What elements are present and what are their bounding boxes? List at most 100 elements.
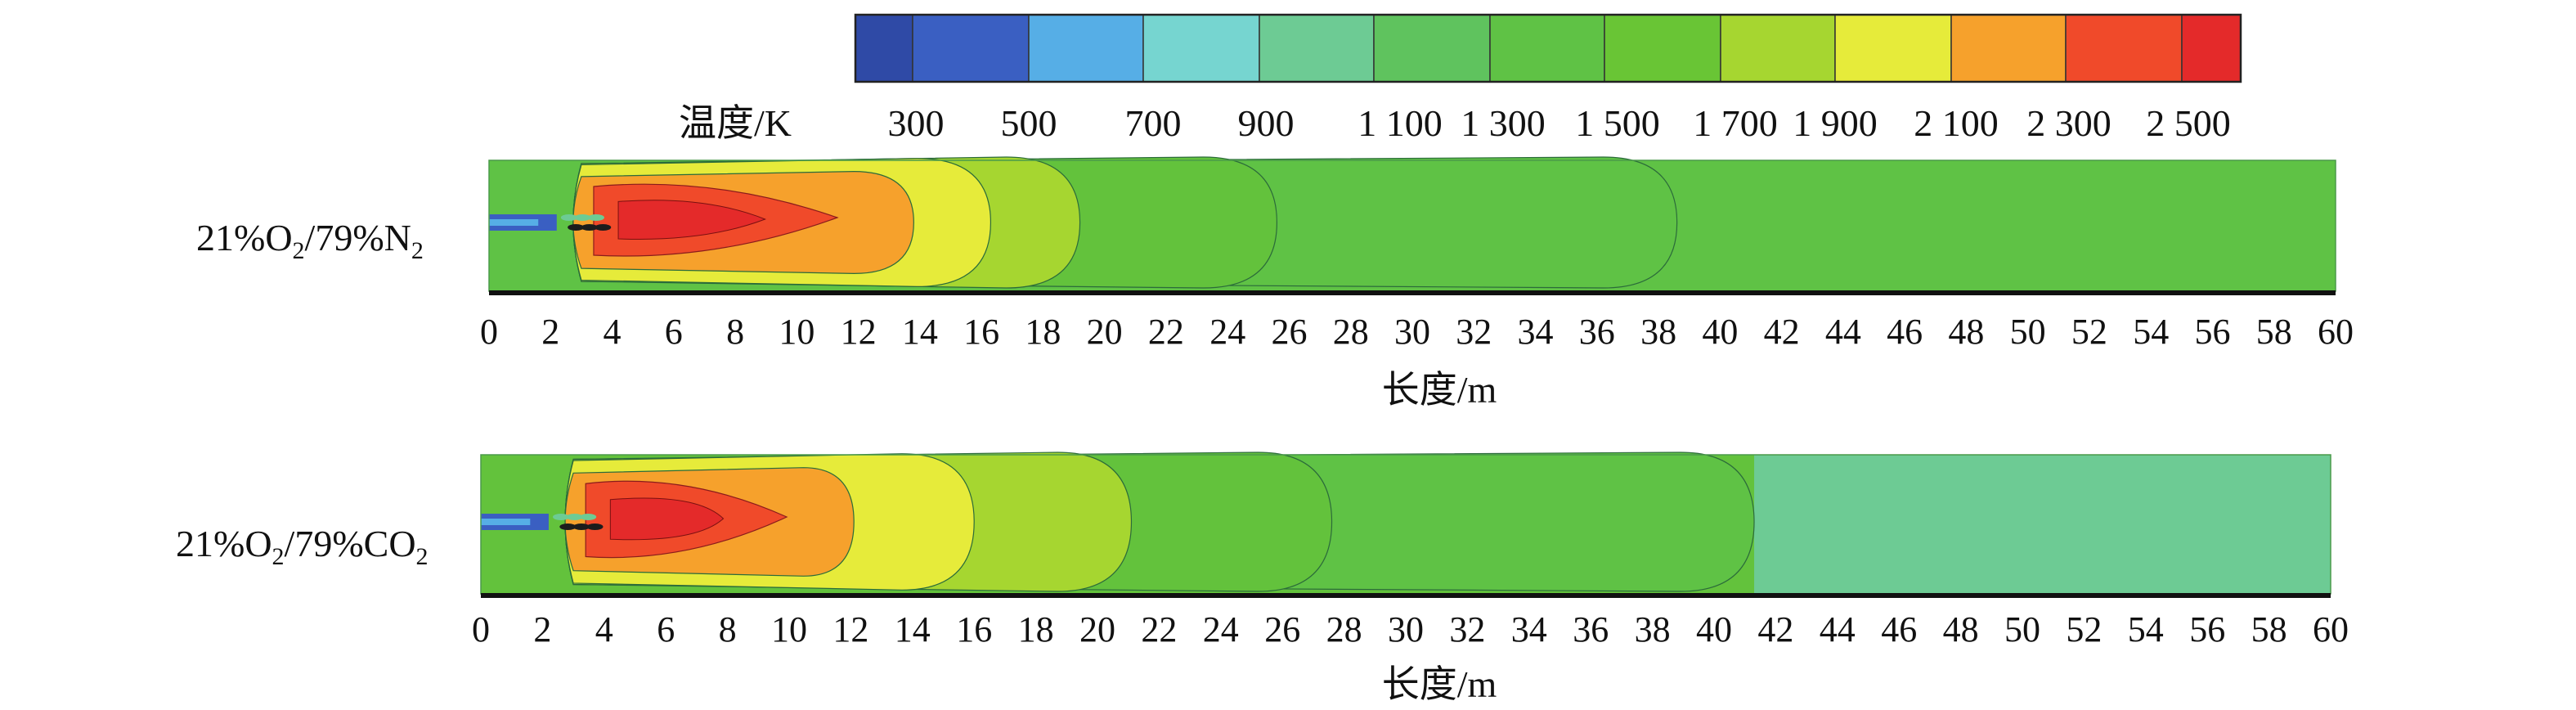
colorbar-segment <box>1489 14 1605 83</box>
x-tick-labels-co2: 0 2 4 6 8 10 12 14 16 18 20 22 24 26 28 30 32 34 36 38 40 42 4… <box>472 609 2349 649</box>
colorbar-tick-label: 2 500 <box>2146 102 2231 144</box>
x-tick-label: 36 <box>1579 312 1615 352</box>
x-tick-label: 4 <box>604 312 622 352</box>
x-axis-label-n2: 长度/m <box>1382 369 1497 411</box>
colorbar-segment <box>1834 14 1952 83</box>
x-tick-label: 58 <box>2256 312 2292 352</box>
colorbar-tick-label: 500 <box>1001 102 1057 144</box>
x-tick-label: 26 <box>1271 312 1307 352</box>
colorbar-segment <box>855 14 913 83</box>
x-tick-label: 48 <box>1943 609 1979 649</box>
colorbar-segment <box>1720 14 1836 83</box>
x-tick-label: 50 <box>2010 312 2046 352</box>
ignition-zone-contour <box>574 214 591 221</box>
x-tick-label: 0 <box>472 609 490 649</box>
jet-core <box>489 219 539 226</box>
contour-panel-co2: 0 2 4 6 8 10 12 14 16 18 20 22 24 26 28 30 32 34 36 38 40 42 4… <box>176 452 2349 705</box>
x-tick-label: 32 <box>1449 609 1485 649</box>
ignition-zone-contour <box>566 514 583 520</box>
x-tick-label: 28 <box>1333 312 1369 352</box>
ignition-zone-contour <box>595 224 612 231</box>
ignition-zone-contour <box>572 524 590 530</box>
jet-core <box>481 519 531 525</box>
x-tick-label: 44 <box>1825 312 1861 352</box>
x-tick-label: 60 <box>2318 312 2354 352</box>
x-tick-label: 12 <box>832 609 868 649</box>
colorbar-tick-label: 900 <box>1238 102 1295 144</box>
x-tick-label: 34 <box>1518 312 1554 352</box>
colorbar-segment <box>1604 14 1721 83</box>
x-tick-label: 56 <box>2189 609 2225 649</box>
x-tick-label: 12 <box>841 312 877 352</box>
x-tick-label: 16 <box>963 312 999 352</box>
colorbar-tick-label: 700 <box>1125 102 1182 144</box>
x-tick-label: 2 <box>541 312 559 352</box>
x-tick-label: 54 <box>2133 312 2169 352</box>
ignition-zone-contour <box>568 224 585 231</box>
x-tick-label: 18 <box>1025 312 1061 352</box>
colorbar-tick-label: 2 300 <box>2026 102 2112 144</box>
x-tick-label: 40 <box>1696 609 1732 649</box>
colorbar-segment <box>2065 14 2183 83</box>
x-tick-label: 46 <box>1887 312 1923 352</box>
colorbar-segment <box>1142 14 1260 83</box>
temperature-field-n2 <box>488 156 2336 295</box>
x-tick-label: 18 <box>1018 609 1054 649</box>
colorbar-tick-label: 2 100 <box>1914 102 1999 144</box>
cool-far-field-region <box>1754 455 2331 594</box>
x-tick-label: 58 <box>2251 609 2287 649</box>
x-tick-label: 30 <box>1388 609 1424 649</box>
x-tick-label: 42 <box>1764 312 1800 352</box>
temperature-field-co2 <box>480 452 2331 598</box>
x-tick-label: 8 <box>719 609 737 649</box>
colorbar-segment <box>1950 14 2067 83</box>
peak-temperature-region <box>617 200 766 240</box>
x-tick-label: 6 <box>657 609 675 649</box>
colorbar-tick-labels: 300 500 700 900 1 100 1 300 1 500 1 700 1 900 2 1… <box>888 102 2231 144</box>
x-tick-label: 26 <box>1264 609 1300 649</box>
ignition-zone-contour <box>581 224 598 231</box>
colorbar-frame <box>854 13 2242 83</box>
x-tick-label: 22 <box>1141 609 1177 649</box>
colorbar-segment <box>1259 14 1375 83</box>
x-tick-label: 24 <box>1203 609 1239 649</box>
peak-temperature-region <box>609 497 725 541</box>
colorbar-segment <box>1373 14 1491 83</box>
x-tick-label: 14 <box>902 312 938 352</box>
x-tick-label: 20 <box>1087 312 1123 352</box>
x-tick-labels-n2: 0 2 4 6 8 10 12 14 16 18 20 22 24 26 28 30 32 34 36 38 40 42 4… <box>480 312 2354 352</box>
x-tick-label: 24 <box>1209 312 1245 352</box>
case-label-co2: 21%O2/79%CO2 <box>176 523 429 570</box>
x-tick-label: 0 <box>480 312 498 352</box>
x-tick-label: 42 <box>1757 609 1793 649</box>
x-tick-label: 46 <box>1881 609 1917 649</box>
ignition-zone-contour <box>587 214 604 221</box>
x-tick-label: 50 <box>2004 609 2040 649</box>
colorbar-label: 温度/K <box>679 102 792 144</box>
x-tick-label: 10 <box>779 312 815 352</box>
colorbar-tick-label: 1 100 <box>1358 102 1443 144</box>
contour-panel-n2: 0 2 4 6 8 10 12 14 16 18 20 22 24 26 28 30 32 34 36 38 40 42 4… <box>196 156 2354 411</box>
x-tick-label: 48 <box>1948 312 1984 352</box>
colorbar-tick-label: 1 700 <box>1693 102 1778 144</box>
colorbar-tick-label: 1 500 <box>1575 102 1660 144</box>
x-tick-label: 22 <box>1148 312 1184 352</box>
colorbar-tick-label: 1 900 <box>1793 102 1878 144</box>
x-tick-label: 36 <box>1573 609 1609 649</box>
x-tick-label: 60 <box>2313 609 2349 649</box>
temperature-colorbar <box>854 13 2242 83</box>
ignition-zone-contour <box>559 524 577 530</box>
ignition-zone-contour <box>586 524 604 530</box>
x-tick-label: 8 <box>726 312 744 352</box>
x-tick-label: 16 <box>956 609 992 649</box>
x-tick-label: 56 <box>2194 312 2230 352</box>
ignition-zone-contour <box>553 514 570 520</box>
x-tick-label: 14 <box>895 609 931 649</box>
x-tick-label: 40 <box>1702 312 1738 352</box>
x-axis-label-co2: 长度/m <box>1382 663 1497 705</box>
colorbar-tick-label: 300 <box>888 102 945 144</box>
x-tick-label: 32 <box>1456 312 1492 352</box>
x-tick-label: 30 <box>1394 312 1430 352</box>
colorbar-tick-label: 1 300 <box>1461 102 1546 144</box>
